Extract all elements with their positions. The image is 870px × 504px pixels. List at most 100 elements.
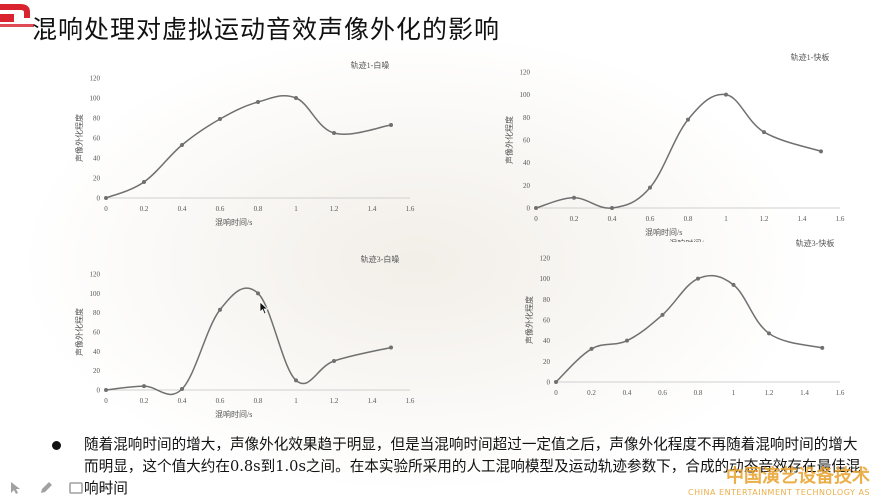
y-tick-label: 120 xyxy=(90,271,101,279)
x-axis-label: 混响时间/s xyxy=(645,227,682,237)
chart-title: 轨迹3-快板 xyxy=(796,238,835,248)
data-point xyxy=(696,276,700,281)
x-tick-label: 1 xyxy=(294,205,298,213)
x-tick-label: 0.6 xyxy=(658,389,667,397)
x-tick-label: 1 xyxy=(724,215,728,223)
highlighter-tool-button[interactable] xyxy=(66,478,86,498)
data-point xyxy=(589,346,594,351)
slide-title: 混响处理对虚拟运动音效声像外化的影响 xyxy=(32,15,501,44)
y-tick-label: 120 xyxy=(540,255,551,263)
y-tick-label: 60 xyxy=(543,317,551,325)
y-axis-label: 声像外化程度 xyxy=(74,308,84,356)
x-tick-label: 1.6 xyxy=(406,205,415,213)
chart-title: 轨迹1-白噪 xyxy=(351,60,390,70)
series-line xyxy=(105,287,392,396)
x-tick-label: 0.8 xyxy=(684,215,693,223)
x-tick-label: 1 xyxy=(732,389,736,397)
y-tick-label: 0 xyxy=(97,387,101,395)
y-tick-label: 20 xyxy=(523,182,531,190)
data-point xyxy=(332,131,336,135)
data-point xyxy=(180,143,184,147)
y-tick-label: 40 xyxy=(543,337,551,345)
x-tick-label: 1 xyxy=(294,397,298,405)
x-tick-label: 0.8 xyxy=(694,389,703,397)
data-point xyxy=(686,117,690,122)
corner-logo-icon xyxy=(0,0,34,30)
data-point xyxy=(104,196,108,200)
series-line xyxy=(535,93,822,209)
x-tick-label: 1.6 xyxy=(406,397,415,405)
x-tick-label: 1.6 xyxy=(836,215,845,223)
data-point xyxy=(180,387,184,392)
more-options-button[interactable] xyxy=(96,478,116,498)
data-point xyxy=(218,307,222,312)
x-tick-label: 0 xyxy=(554,389,558,397)
y-tick-label: 60 xyxy=(523,137,531,145)
x-tick-label: 1.4 xyxy=(800,389,809,397)
x-tick-label: 0 xyxy=(104,205,108,213)
x-tick-label: 0.4 xyxy=(608,215,617,223)
x-axis-label: 混响时间/s xyxy=(215,409,252,419)
y-axis-label: 声像外化程度 xyxy=(524,296,534,344)
watermark-cn: 中国演艺设备技术 xyxy=(726,466,870,487)
pointer-tool-button[interactable] xyxy=(6,478,26,498)
watermark-en: CHINA ENTERTAINMENT TECHNOLOGY AS xyxy=(688,488,870,497)
y-tick-label: 60 xyxy=(93,135,101,143)
data-point xyxy=(256,291,260,296)
x-tick-label: 0.2 xyxy=(570,215,579,223)
y-tick-label: 0 xyxy=(97,195,101,203)
data-point xyxy=(762,130,766,135)
data-point xyxy=(610,206,614,210)
data-point xyxy=(724,92,728,97)
y-tick-label: 0 xyxy=(527,205,531,213)
pen-tool-button[interactable] xyxy=(36,478,56,498)
x-tick-label: 0.6 xyxy=(646,215,655,223)
y-tick-label: 20 xyxy=(93,367,101,375)
data-point xyxy=(104,388,108,392)
chart-trajectory1-allegro: 轨迹1-快板 0 20 40 60 80 100 120 0 0.2 0.4 0.6 0.8 1 1.2 1.… xyxy=(500,50,860,246)
y-tick-label: 100 xyxy=(540,275,551,283)
x-tick-label: 1.2 xyxy=(760,215,769,223)
y-axis-label: 声像外化程度 xyxy=(504,116,514,164)
pen-icon xyxy=(41,482,52,493)
y-tick-label: 100 xyxy=(90,95,101,103)
x-tick-label: 0.4 xyxy=(623,389,632,397)
data-point xyxy=(218,117,222,121)
chart-svg: 轨迹3-快板 0 20 40 60 80 100 120 0 0.2 0.4 0.6 0.8 1 1.2 1.… xyxy=(524,238,845,397)
x-tick-label: 0.6 xyxy=(216,397,225,405)
chart-svg: 轨迹1-白噪 0 20 40 60 80 100 120 0 0.2 0.4 0.6 0.8 1 1.2 1.… xyxy=(74,60,415,227)
x-tick-label: 0.4 xyxy=(178,397,187,405)
data-point xyxy=(294,96,298,100)
data-point xyxy=(660,312,665,317)
y-tick-label: 80 xyxy=(93,309,101,317)
y-tick-label: 100 xyxy=(520,91,531,99)
conclusion-bullet: 随着混响时间的增大，声像外化效果趋于明显，但是当混响时间超过一定值之后，声像外化… xyxy=(52,434,870,500)
highlighter-icon xyxy=(69,482,83,494)
y-tick-label: 40 xyxy=(93,155,101,163)
x-tick-label: 1.4 xyxy=(368,205,377,213)
y-tick-label: 60 xyxy=(93,329,101,337)
data-point xyxy=(389,345,393,350)
chart-trajectory1-whitenoise: 轨迹1-白噪 0 20 40 60 80 100 120 0 0.2 0.4 0.6 0.8 1 1.2 1.… xyxy=(70,56,430,236)
chart-trajectory3-whitenoise: 轨迹3-白噪 0 20 40 60 80 100 120 0 0.2 0.4 0.6 0.8 1 1.2 1.… xyxy=(70,252,430,428)
y-tick-label: 20 xyxy=(93,175,101,183)
y-tick-label: 40 xyxy=(523,159,531,167)
x-tick-label: 0 xyxy=(104,397,108,405)
chart-svg: 轨迹1-快板 0 20 40 60 80 100 120 0 0.2 0.4 0.6 0.8 1 1.2 1.… xyxy=(504,52,845,248)
mouse-pointer-icon xyxy=(259,300,269,319)
data-point xyxy=(820,345,825,350)
y-tick-label: 120 xyxy=(520,69,531,77)
x-axis-label-partial: 混响时间/s xyxy=(669,238,706,248)
series-line xyxy=(555,274,823,383)
data-point xyxy=(819,149,823,154)
x-tick-label: 0.8 xyxy=(254,205,263,213)
data-point xyxy=(332,359,336,363)
data-point xyxy=(767,331,771,336)
data-point xyxy=(294,378,298,383)
y-tick-label: 20 xyxy=(543,358,551,366)
chart-svg: 轨迹3-白噪 0 20 40 60 80 100 120 0 0.2 0.4 0.6 0.8 1 1.2 1.… xyxy=(74,254,415,419)
y-tick-label: 80 xyxy=(93,115,101,123)
data-point xyxy=(625,338,629,343)
x-axis-label: 混响时间/s xyxy=(215,217,252,227)
